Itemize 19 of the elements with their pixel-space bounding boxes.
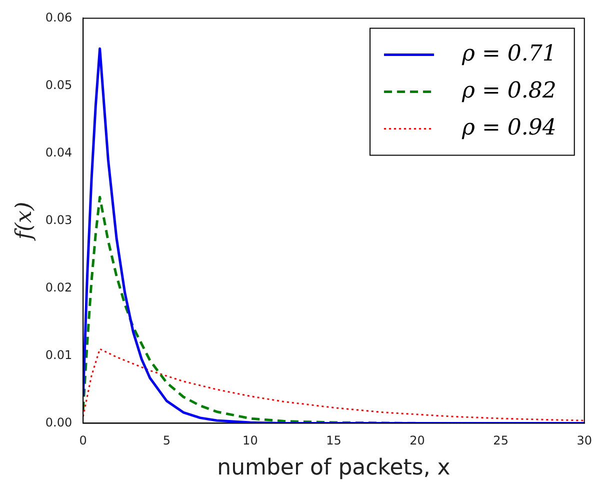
y-tick-label: 0.06 <box>45 10 72 24</box>
x-tick-label: 20 <box>410 434 425 448</box>
y-tick-label: 0.02 <box>45 280 72 294</box>
y-tick-label: 0.03 <box>45 212 72 227</box>
x-tick-label: 5 <box>162 434 170 448</box>
x-tick-label: 10 <box>242 434 258 448</box>
x-tick-label: 15 <box>326 434 342 448</box>
x-tick-label: 0 <box>79 434 87 448</box>
y-tick-label: 0.05 <box>45 78 72 92</box>
x-tick-label: 30 <box>576 434 592 448</box>
y-tick-label: 0.04 <box>45 145 72 160</box>
x-axis-title: number of packets, x <box>217 456 450 481</box>
legend-label: ρ = 0.71 <box>461 41 556 66</box>
legend-label: ρ = 0.82 <box>461 78 556 104</box>
y-tick-label: 0.00 <box>45 415 72 430</box>
legend-label: ρ = 0.94 <box>461 115 556 140</box>
y-tick-label: 0.01 <box>45 348 72 362</box>
y-axis-title: f(x) <box>12 202 37 242</box>
x-tick-label: 25 <box>493 434 508 448</box>
